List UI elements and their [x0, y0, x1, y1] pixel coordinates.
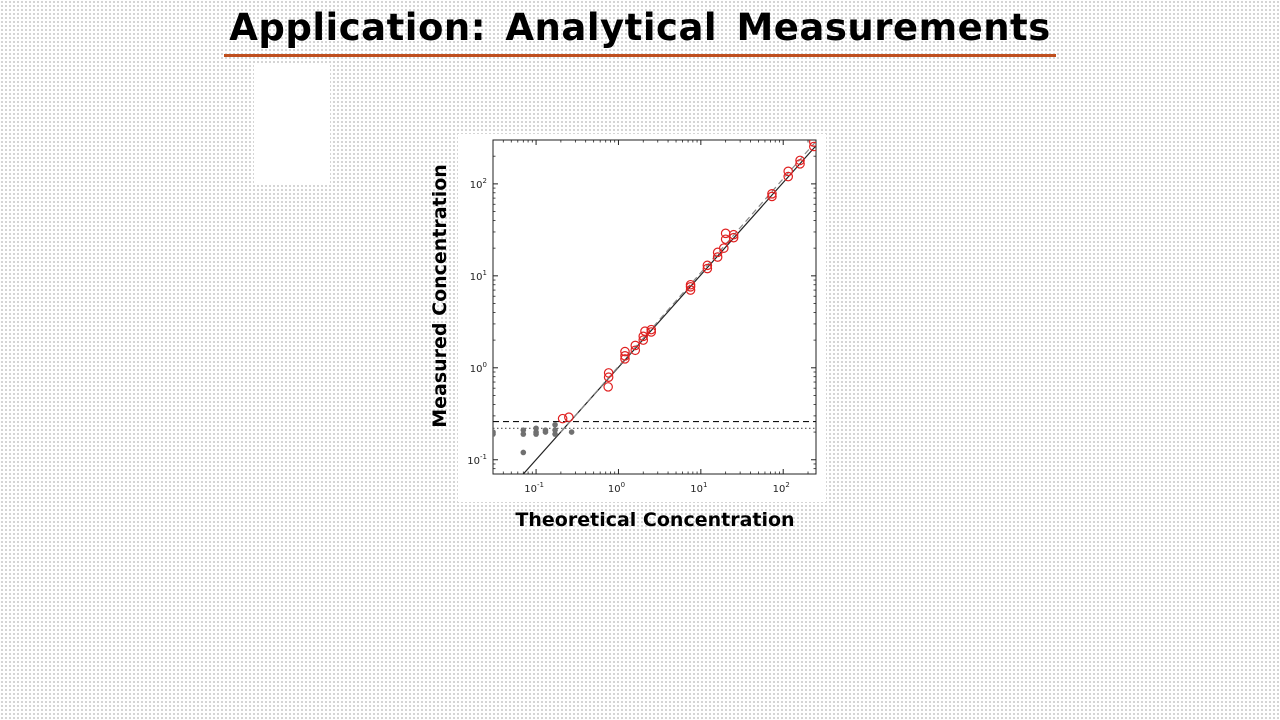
- chart-svg: 10-1 100 101 102 10-1 100 101 102: [467, 139, 817, 495]
- measured-point: [620, 351, 630, 361]
- x-tick-label: 102: [773, 481, 790, 495]
- measured-point: [808, 140, 816, 147]
- slide-title: Application: Analytical Measurements: [229, 6, 1051, 49]
- measured-point: [557, 413, 568, 424]
- plot-area: [493, 140, 816, 474]
- measured-point: [620, 354, 630, 364]
- x-axis-label: Theoretical Concentration: [515, 509, 795, 531]
- y-tick-label: 100: [470, 361, 487, 375]
- x-tick-label: 100: [608, 481, 625, 495]
- below-limit-point: [542, 427, 549, 433]
- measured-point: [728, 229, 739, 240]
- y-tick-label: 10-1: [467, 453, 487, 467]
- measured-point: [702, 263, 713, 274]
- measured-point: [646, 327, 657, 337]
- below-limit-point: [520, 449, 527, 456]
- measured-point: [685, 279, 696, 290]
- measured-point: [564, 412, 574, 423]
- below-limit-point: [533, 425, 539, 432]
- measured-point: [795, 155, 805, 166]
- y-tick-label: 101: [470, 269, 487, 283]
- below-limit-point: [552, 431, 558, 437]
- measured-point: [767, 188, 777, 199]
- measured-point: [712, 252, 723, 262]
- y-axis-label: Measured Concentration: [429, 164, 451, 428]
- below-limit-point: [493, 429, 496, 435]
- below-limit-point: [520, 427, 527, 433]
- measured-point: [719, 243, 729, 253]
- measured-point: [767, 191, 777, 202]
- measured-point: [728, 232, 739, 243]
- x-tick-label: 101: [690, 481, 707, 495]
- measured-point: [702, 260, 713, 271]
- measured-point: [630, 340, 641, 351]
- measured-point: [630, 345, 641, 356]
- below-limit-point: [552, 421, 558, 428]
- measured-point: [795, 159, 805, 169]
- measured-point: [783, 171, 794, 182]
- below-limit-point: [568, 429, 575, 435]
- measured-point: [620, 346, 630, 357]
- measured-point: [808, 141, 816, 152]
- plot-frame: [492, 139, 817, 475]
- blank-placeholder-box: [254, 64, 330, 184]
- measured-point: [603, 382, 613, 392]
- measured-point: [603, 368, 614, 378]
- below-limit-point: [552, 427, 558, 433]
- calibration-chart: 10-1 100 101 102 10-1 100 101 102: [458, 134, 826, 502]
- title-underline: [224, 54, 1056, 57]
- measured-point: [685, 285, 696, 295]
- y-tick-label: 102: [470, 177, 487, 191]
- x-tick-label: 10-1: [524, 481, 544, 495]
- measured-point: [638, 331, 649, 342]
- measured-point: [603, 372, 614, 383]
- below-limit-point: [520, 431, 527, 437]
- measured-point: [783, 166, 794, 177]
- measured-point: [640, 326, 650, 337]
- measured-point: [646, 324, 657, 335]
- measured-point: [638, 335, 649, 345]
